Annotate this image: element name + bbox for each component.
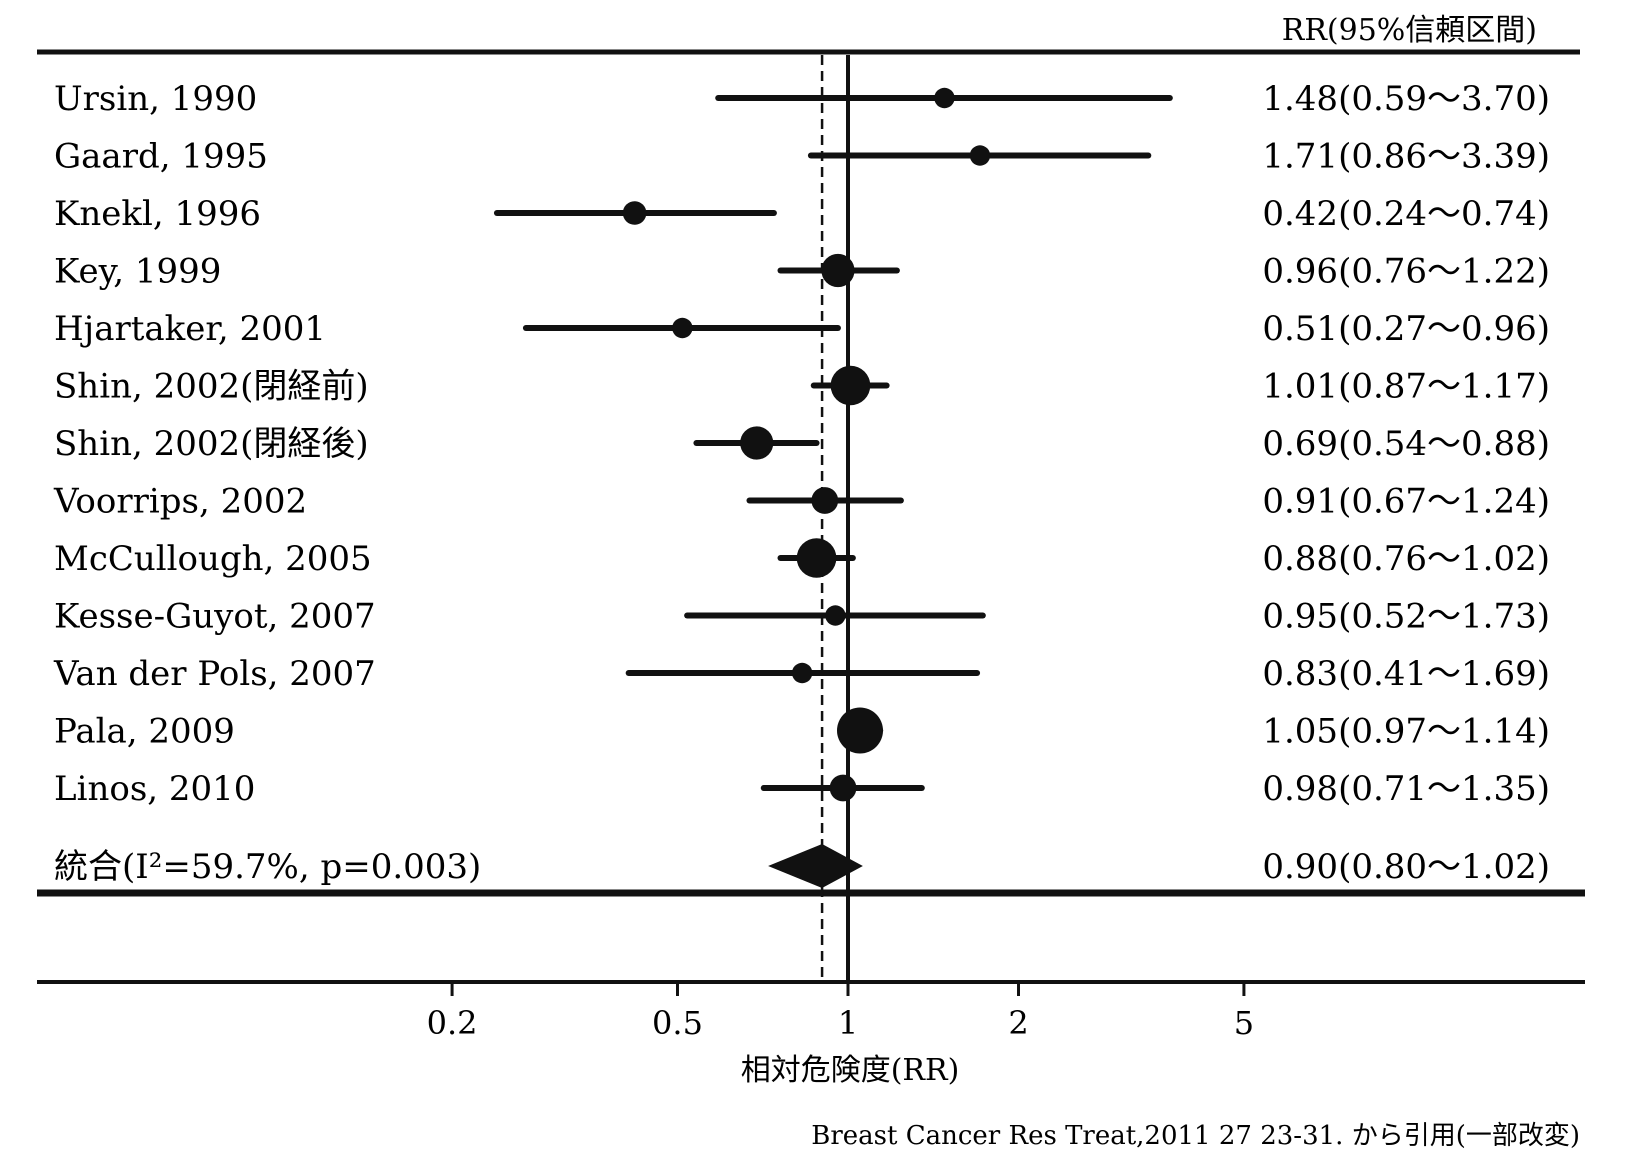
rr-ci-header: RR(95%信頼区間)	[1282, 13, 1537, 48]
point-estimate	[825, 605, 846, 626]
point-estimate	[791, 662, 813, 684]
study-label: Hjartaker, 2001	[54, 309, 326, 349]
study-row: Van der Pols, 2007 0.83(0.41～1.69)	[53, 654, 1550, 694]
point-estimate	[796, 538, 837, 578]
study-row: Shin, 2002(閉経後) 0.69(0.54～0.88)	[54, 424, 1550, 464]
study-row: Linos, 2010 0.98(0.71～1.35)	[54, 769, 1550, 809]
rr-value-label: 1.71(0.86～3.39)	[1262, 137, 1550, 177]
source-citation: Breast Cancer Res Treat,2011 27 23-31. か…	[811, 1121, 1580, 1151]
point-estimate	[830, 365, 871, 406]
x-tick-label: 0.2	[427, 1004, 478, 1042]
rr-value-label: 0.69(0.54～0.88)	[1262, 424, 1550, 464]
study-row: McCullough, 2005 0.88(0.76～1.02)	[54, 538, 1550, 579]
study-label: Gaard, 1995	[54, 137, 268, 177]
point-estimate	[672, 317, 693, 339]
x-tick-label: 5	[1234, 1004, 1254, 1042]
study-label: Kesse-Guyot, 2007	[54, 597, 376, 637]
rr-value-label: 1.01(0.87～1.17)	[1262, 367, 1550, 407]
x-tick-label: 1	[838, 1004, 858, 1042]
reference-lines	[820, 55, 850, 982]
rr-value-label: 0.98(0.71～1.35)	[1262, 769, 1550, 809]
x-axis-title: 相対危険度(RR)	[741, 1053, 960, 1088]
rr-value-label: 0.42(0.24～0.74)	[1262, 194, 1550, 234]
point-estimate	[821, 253, 855, 288]
pooled-rr-label: 0.90(0.80～1.02)	[1262, 847, 1550, 887]
study-label: Linos, 2010	[54, 769, 255, 809]
x-tick-label: 2	[1008, 1004, 1028, 1042]
study-label: Pala, 2009	[54, 712, 235, 752]
rr-value-label: 0.96(0.76～1.22)	[1262, 252, 1550, 292]
study-row: Knekl, 1996 0.42(0.24～0.74)	[54, 194, 1550, 234]
point-estimate	[837, 707, 884, 754]
study-row: Gaard, 1995 1.71(0.86～3.39)	[54, 137, 1550, 177]
study-label: Voorrips, 2002	[53, 482, 307, 522]
study-row: Pala, 2009 1.05(0.97～1.14)	[54, 707, 1550, 754]
rr-value-label: 0.88(0.76～1.02)	[1262, 539, 1550, 579]
point-estimate	[969, 145, 991, 166]
rr-value-label: 0.91(0.67～1.24)	[1262, 482, 1550, 522]
point-estimate	[740, 426, 774, 460]
study-row: Key, 1999 0.96(0.76～1.22)	[54, 252, 1550, 292]
study-row: Ursin, 1990 1.48(0.59～3.70)	[54, 79, 1550, 119]
study-label: Ursin, 1990	[54, 79, 257, 119]
study-row: Kesse-Guyot, 2007 0.95(0.52～1.73)	[54, 597, 1550, 637]
point-estimate	[829, 774, 857, 802]
pooled-diamond	[768, 844, 863, 888]
pooled-row: 統合(I²=59.7%, p=0.003) 0.90(0.80～1.02)	[54, 844, 1550, 888]
study-label: Van der Pols, 2007	[53, 654, 376, 694]
rr-value-label: 1.05(0.97～1.14)	[1262, 712, 1550, 752]
study-row: Shin, 2002(閉経前) 1.01(0.87～1.17)	[54, 365, 1550, 407]
study-row: Hjartaker, 2001 0.51(0.27～0.96)	[54, 309, 1550, 349]
study-label: Knekl, 1996	[54, 194, 261, 234]
study-label: Shin, 2002(閉経前)	[54, 367, 369, 407]
rr-value-label: 0.51(0.27～0.96)	[1262, 309, 1550, 349]
x-tick-label: 0.5	[652, 1004, 703, 1042]
study-label: Shin, 2002(閉経後)	[54, 424, 369, 464]
point-estimate	[622, 201, 647, 225]
study-rows: Ursin, 1990 1.48(0.59～3.70) Gaard, 1995 1.7…	[53, 79, 1550, 809]
point-estimate	[934, 87, 955, 109]
pooled-label: 統合(I²=59.7%, p=0.003)	[54, 847, 481, 887]
rr-value-label: 0.83(0.41～1.69)	[1262, 654, 1550, 694]
rr-value-label: 1.48(0.59～3.70)	[1262, 79, 1550, 119]
study-label: Key, 1999	[54, 252, 221, 292]
x-axis-ticks: 0.2 0.5 1 2 5	[427, 982, 1254, 1042]
point-estimate	[811, 487, 839, 514]
study-label: McCullough, 2005	[54, 539, 372, 579]
rr-value-label: 0.95(0.52～1.73)	[1262, 597, 1550, 637]
study-row: Voorrips, 2002 0.91(0.67～1.24)	[53, 482, 1550, 522]
